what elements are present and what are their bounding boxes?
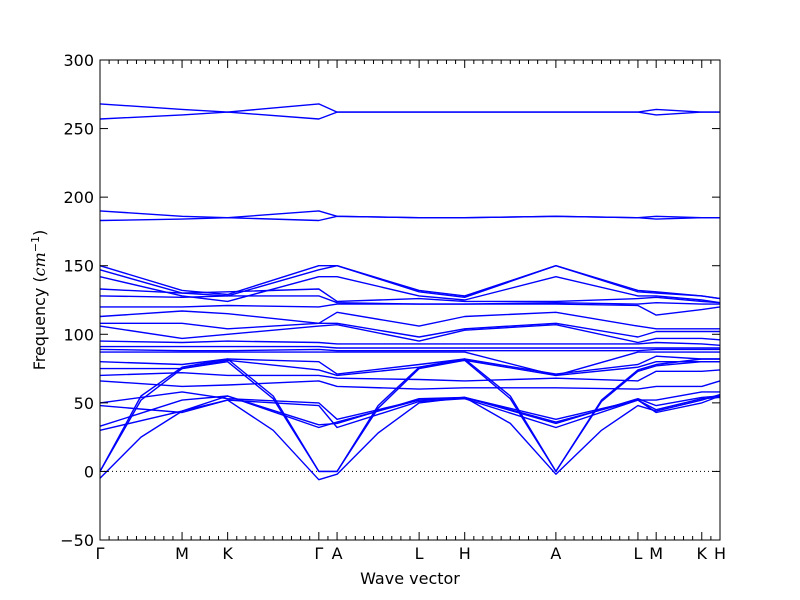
phonon-branch-26 [99,358,720,473]
phonon-branch-11 [99,310,720,330]
y-tick-label: 200 [63,188,94,207]
phonon-branch-2 [99,111,720,120]
x-tick-label: K [222,544,233,563]
phonon-branch-20 [99,369,721,382]
y-tick-label: 150 [63,257,94,276]
y-tick-label: 0 [84,462,94,481]
phonon-branch-5 [99,265,721,300]
x-tick-label: L [415,544,424,563]
x-tick-label: A [332,544,343,563]
phonon-branch-15 [100,345,720,349]
x-tick-label: Γ [314,544,323,563]
y-tick-label: 300 [63,51,94,70]
x-tick-label: L [633,544,642,563]
y-axis-label: Frequency (cm−1) [29,230,49,371]
series-group [99,103,721,481]
y-axis-label-exponent: −1 [29,236,42,252]
x-tick-label: Γ [96,544,105,563]
y-ticks: −50 0 50 100 150 200 250 300 [60,51,720,550]
x-tick-label: M [649,544,663,563]
y-tick-label: 50 [74,394,94,413]
phonon-branch-10 [100,303,721,316]
phonon-branch-16 [99,348,720,352]
phonon-branch-14 [99,340,721,346]
y-tick-label: −50 [60,531,94,550]
phonon-branch-7 [99,276,721,304]
x-axis-label: Wave vector [360,569,460,588]
y-axis-label-close: ) [30,230,49,236]
phonon-branch-12 [100,322,720,338]
axes-background [100,60,720,540]
phonon-branch-28 [99,393,721,481]
phonon-branch-8 [99,288,721,304]
x-tick-label: H [714,544,726,563]
phonon-branch-27 [99,359,720,473]
x-tick-label: M [175,544,189,563]
y-axis-label-text: Frequency ( [30,276,49,370]
x-tick-label: A [550,544,561,563]
y-tick-label: 100 [63,325,94,344]
x-tick-label: H [459,544,471,563]
x-tick-label: K [697,544,708,563]
phonon-branch-4 [99,215,720,222]
phonon-branch-21 [99,380,721,390]
y-axis-label-unit: cm [30,252,49,276]
y-tick-label: 250 [63,120,94,139]
phonon-branch-13 [99,324,721,344]
phonon-branch-25 [99,395,721,431]
phonon-branch-17 [100,351,720,377]
